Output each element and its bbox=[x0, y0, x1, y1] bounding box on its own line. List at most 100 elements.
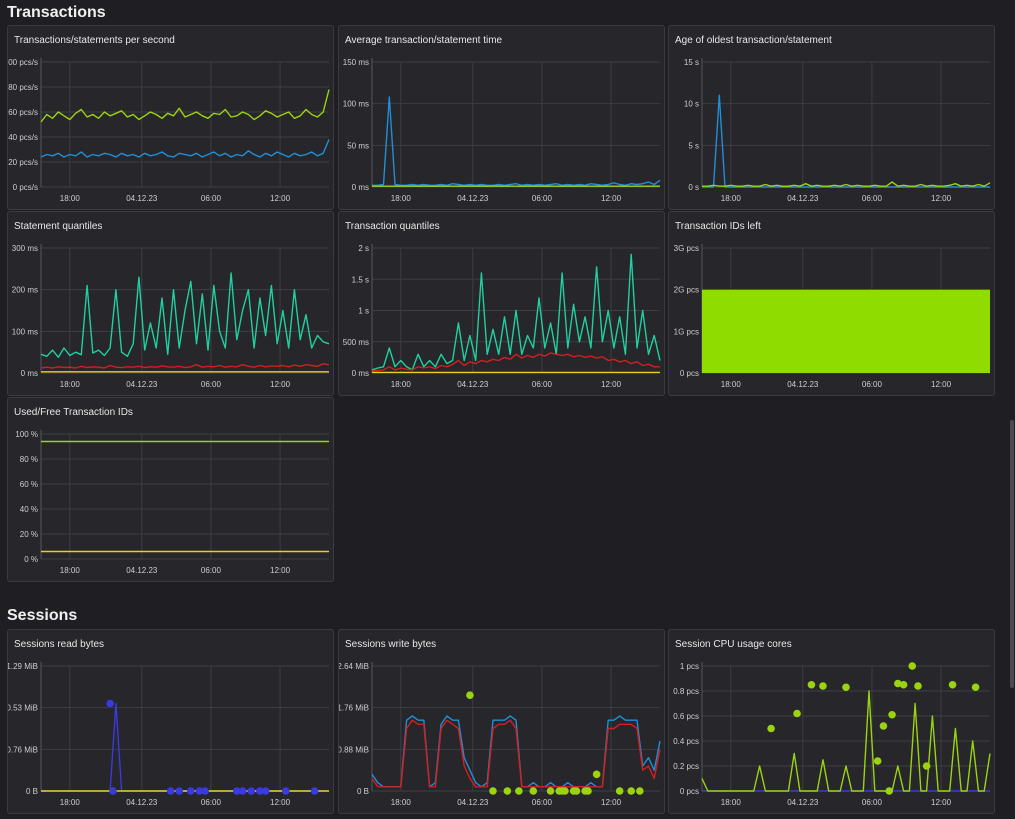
data-point bbox=[873, 757, 882, 765]
data-point bbox=[807, 680, 816, 689]
series-line-1 bbox=[371, 352, 660, 372]
x-tick-label: 06:00 bbox=[862, 194, 883, 203]
series-line-0 bbox=[702, 94, 990, 188]
section-title-sessions: Sessions bbox=[7, 607, 78, 624]
y-tick-label: 0.4 pcs bbox=[673, 737, 699, 746]
data-point bbox=[819, 682, 827, 690]
panel-title: Transaction IDs left bbox=[675, 221, 761, 232]
data-point bbox=[109, 787, 117, 795]
data-point bbox=[466, 691, 474, 699]
panel-sessions-write-bytes[interactable]: Sessions write bytes 2.64 MiB 1.76 MiB 0.8… bbox=[338, 629, 665, 814]
y-tick-label: 1.5 s bbox=[352, 275, 369, 284]
series-area-0 bbox=[702, 289, 990, 373]
data-point bbox=[166, 787, 175, 795]
panel-used-free-transaction-ids[interactable]: Used/Free Transaction IDs 100 % 80 % 60 % 4… bbox=[7, 397, 334, 582]
y-tick-label: 0 ms bbox=[352, 369, 369, 378]
y-tick-label: 0.6 pcs bbox=[673, 712, 699, 721]
chart-svg: 1 pcs 0.8 pcs 0.6 pcs 0.4 pcs 0.2 pcs 0 pcs 18… bbox=[673, 662, 991, 807]
x-tick-label: 06:00 bbox=[532, 194, 553, 203]
x-tick-label: 12:00 bbox=[270, 798, 291, 807]
page-scrollbar[interactable] bbox=[1010, 420, 1014, 688]
data-point bbox=[489, 787, 497, 795]
y-tick-label: 500 ms bbox=[343, 338, 369, 347]
x-tick-label: 04.12.23 bbox=[126, 798, 158, 807]
data-point bbox=[175, 787, 184, 795]
panel-transaction-ids-left[interactable]: Transaction IDs left 3G pcs 2G pcs 1G pcs 0… bbox=[668, 211, 995, 396]
y-tick-label: 100 % bbox=[15, 430, 38, 439]
panel-sessions-read-bytes[interactable]: Sessions read bytes 1.29 MiB 0.53 MiB 0.76… bbox=[7, 629, 334, 814]
y-tick-label: 10 s bbox=[684, 100, 699, 109]
data-point bbox=[238, 787, 247, 795]
x-tick-label: 12:00 bbox=[601, 380, 622, 389]
x-tick-label: 12:00 bbox=[931, 194, 952, 203]
x-tick-label: 18:00 bbox=[721, 798, 742, 807]
panel-transaction-quantiles[interactable]: Transaction quantiles 2 s 1.5 s 1 s 500 ms 0… bbox=[338, 211, 665, 396]
x-tick-label: 18:00 bbox=[60, 380, 81, 389]
x-tick-label: 18:00 bbox=[391, 380, 412, 389]
x-tick-label: 12:00 bbox=[931, 798, 952, 807]
x-tick-label: 04.12.23 bbox=[457, 380, 489, 389]
x-tick-label: 18:00 bbox=[391, 798, 412, 807]
chart-svg: 15 s 10 s 5 s 0 s 18:00 04.12.23 06:00 12:00 bbox=[684, 58, 991, 203]
y-tick-label: 0 ms bbox=[352, 183, 369, 192]
y-tick-label: 1.76 MiB bbox=[339, 704, 369, 713]
panel-statement-quantiles[interactable]: Statement quantiles 300 ms 200 ms 100 ms 0 … bbox=[7, 211, 334, 396]
y-tick-label: 0 s bbox=[688, 183, 699, 192]
panel-avg-transaction-time[interactable]: Average transaction/statement time 150 m… bbox=[338, 25, 665, 210]
panel-age-oldest-transaction[interactable]: Age of oldest transaction/statement 15 s… bbox=[668, 25, 995, 210]
y-tick-label: 300 ms bbox=[12, 244, 38, 253]
x-tick-label: 18:00 bbox=[391, 194, 412, 203]
x-tick-label: 06:00 bbox=[862, 380, 883, 389]
data-point bbox=[515, 787, 523, 795]
data-point bbox=[572, 787, 581, 795]
y-tick-label: 20 pcs/s bbox=[8, 158, 38, 167]
data-point bbox=[186, 787, 195, 795]
x-tick-label: 12:00 bbox=[601, 798, 622, 807]
y-tick-label: 1 s bbox=[358, 307, 369, 316]
data-point bbox=[256, 787, 264, 795]
y-tick-label: 60 % bbox=[20, 480, 38, 489]
x-tick-label: 06:00 bbox=[532, 798, 553, 807]
data-point bbox=[310, 787, 319, 795]
series-line-0 bbox=[372, 96, 661, 186]
y-tick-label: 00 pcs/s bbox=[8, 58, 38, 67]
y-tick-label: 200 ms bbox=[12, 286, 38, 295]
y-tick-label: 2G pcs bbox=[674, 286, 699, 295]
y-tick-label: 2.64 MiB bbox=[339, 662, 369, 671]
y-tick-label: 0.88 MiB bbox=[339, 745, 369, 754]
series-line-1 bbox=[40, 139, 330, 158]
y-tick-label: 2 s bbox=[358, 244, 369, 253]
x-tick-label: 04.12.23 bbox=[126, 380, 158, 389]
data-point bbox=[894, 679, 902, 688]
x-tick-label: 12:00 bbox=[931, 380, 952, 389]
data-point bbox=[584, 787, 592, 795]
y-tick-label: 20 % bbox=[20, 530, 38, 539]
y-tick-label: 0 pcs/s bbox=[13, 183, 38, 192]
panel-transactions-per-second[interactable]: Transactions/statements per second 00 pc… bbox=[7, 25, 334, 210]
data-point bbox=[503, 787, 512, 795]
y-tick-label: 1G pcs bbox=[674, 327, 699, 336]
data-point bbox=[106, 699, 114, 708]
x-tick-label: 04.12.23 bbox=[457, 194, 489, 203]
data-point bbox=[615, 787, 624, 795]
data-point bbox=[899, 680, 908, 689]
x-tick-label: 06:00 bbox=[201, 566, 222, 575]
data-point bbox=[888, 710, 896, 719]
series-line-0 bbox=[40, 272, 330, 358]
x-tick-label: 18:00 bbox=[60, 798, 81, 807]
data-point bbox=[914, 682, 922, 690]
data-point bbox=[971, 683, 980, 692]
data-point bbox=[546, 787, 555, 795]
x-tick-label: 18:00 bbox=[60, 194, 81, 203]
x-tick-label: 04.12.23 bbox=[787, 194, 819, 203]
chart-svg: 2 s 1.5 s 1 s 500 ms 0 ms 18:00 04.12.23 06:00 1… bbox=[343, 244, 661, 389]
y-tick-label: 0 B bbox=[26, 787, 38, 796]
series-line-1 bbox=[702, 181, 991, 187]
x-tick-label: 12:00 bbox=[601, 194, 622, 203]
y-tick-label: 150 ms bbox=[343, 58, 369, 67]
data-point bbox=[793, 709, 801, 718]
x-tick-label: 04.12.23 bbox=[457, 798, 489, 807]
y-tick-label: 0.53 MiB bbox=[8, 704, 38, 713]
y-tick-label: 0.8 pcs bbox=[673, 687, 699, 696]
panel-session-cpu-usage[interactable]: Session CPU usage cores 1 pcs 0.8 pcs 0.6 … bbox=[668, 629, 995, 814]
